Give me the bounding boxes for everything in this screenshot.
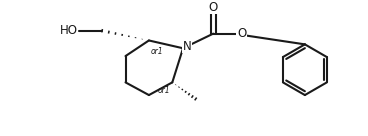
Text: or1: or1 [158,86,170,95]
Text: O: O [237,27,246,40]
Text: HO: HO [60,24,78,37]
Text: O: O [209,1,218,14]
Text: N: N [183,40,191,53]
Text: or1: or1 [151,47,163,56]
